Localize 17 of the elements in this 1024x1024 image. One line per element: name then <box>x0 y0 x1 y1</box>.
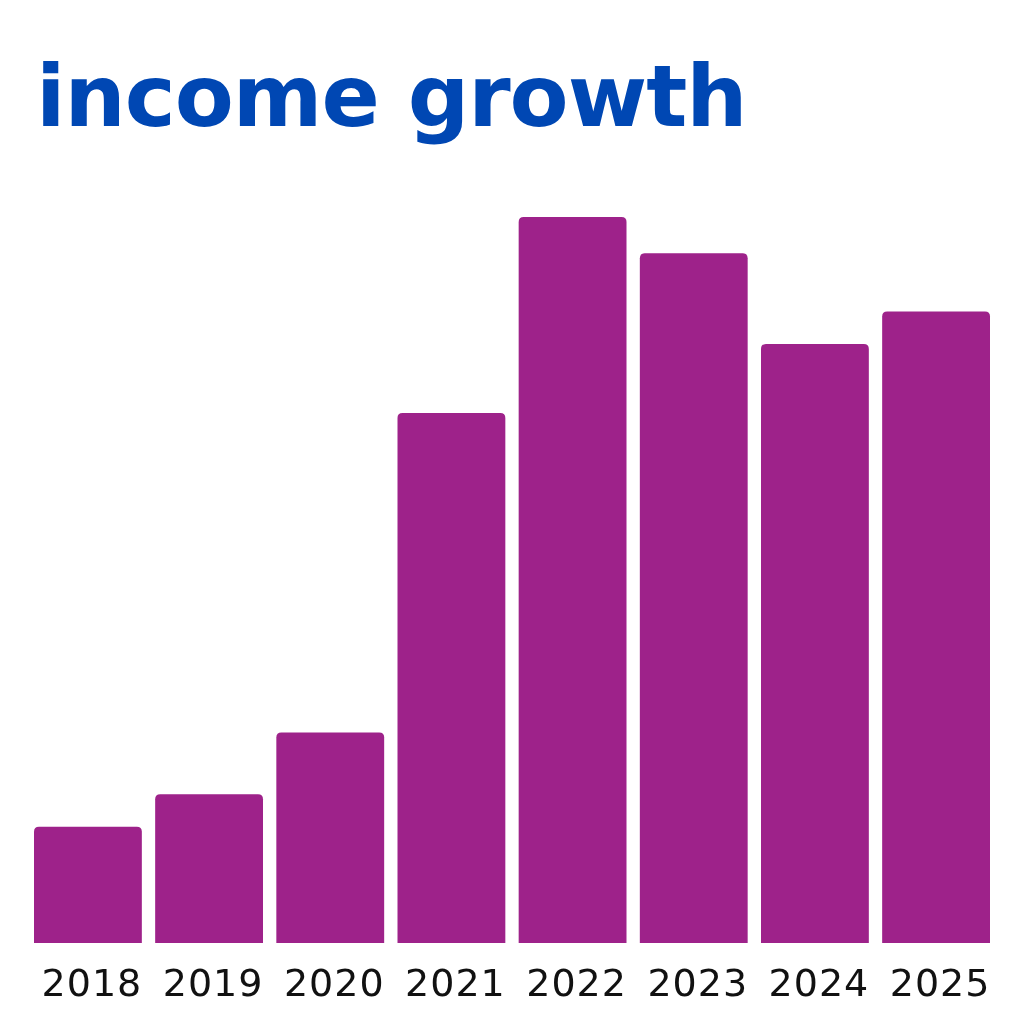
bar <box>155 794 263 943</box>
x-tick-label: 2018 <box>41 961 143 1005</box>
x-tick-label: 2022 <box>526 961 627 1005</box>
bar <box>397 413 506 943</box>
x-tick-label: 2019 <box>162 961 264 1005</box>
bar <box>761 344 869 943</box>
bar <box>276 732 385 943</box>
x-tick-label: 2024 <box>768 961 870 1005</box>
bar <box>34 826 142 943</box>
bar <box>882 311 990 943</box>
bar <box>518 217 627 943</box>
x-tick-label: 2021 <box>405 961 506 1005</box>
x-tick-label: 2023 <box>647 961 749 1005</box>
chart-title: income growth <box>36 46 747 146</box>
bar <box>639 253 748 943</box>
x-tick-label: 2020 <box>283 961 385 1005</box>
x-tick-label: 2025 <box>889 961 991 1005</box>
